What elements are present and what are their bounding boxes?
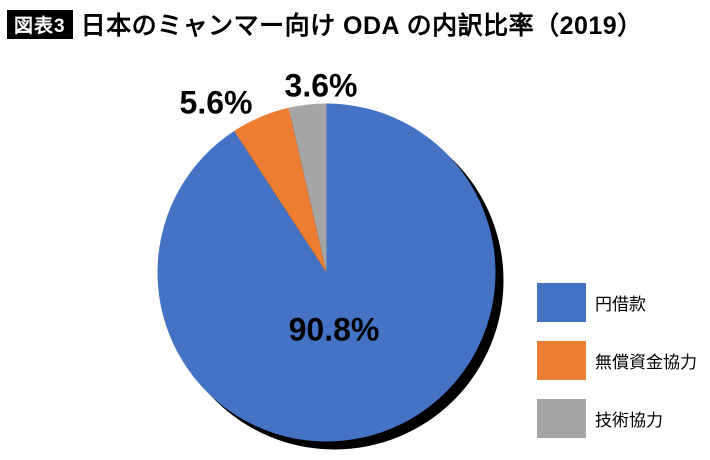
legend-item-technical-coop: 技術協力 [537,399,697,438]
chart-title: 日本のミャンマー向け ODA の内訳比率（2019） [80,12,643,40]
legend-swatch-technical-coop [537,399,586,438]
legend-label-technical-coop: 技術協力 [595,411,663,430]
legend-swatch-grant-aid [537,341,586,380]
legend-label-yen-loan: 円借款 [595,295,646,314]
figure-badge: 図表3 [7,9,73,39]
legend: 円借款 無償資金協力 技術協力 [537,283,697,438]
legend-item-yen-loan: 円借款 [537,283,697,322]
pie-slice-1 [234,107,327,273]
legend-item-grant-aid: 無償資金協力 [537,341,697,380]
chart-header: 図表3 日本のミャンマー向け ODA の内訳比率（2019） [7,6,643,42]
pie-label-technical-coop: 3.6% [284,67,358,104]
legend-label-grant-aid: 無償資金協力 [595,353,697,372]
pie-label-yen-loan: 90.8% [288,311,380,348]
pie-slice-2 [288,103,327,273]
pie-slice-0 [157,103,496,442]
pie-label-grant-aid: 5.6% [179,84,253,121]
legend-swatch-yen-loan [537,283,586,322]
